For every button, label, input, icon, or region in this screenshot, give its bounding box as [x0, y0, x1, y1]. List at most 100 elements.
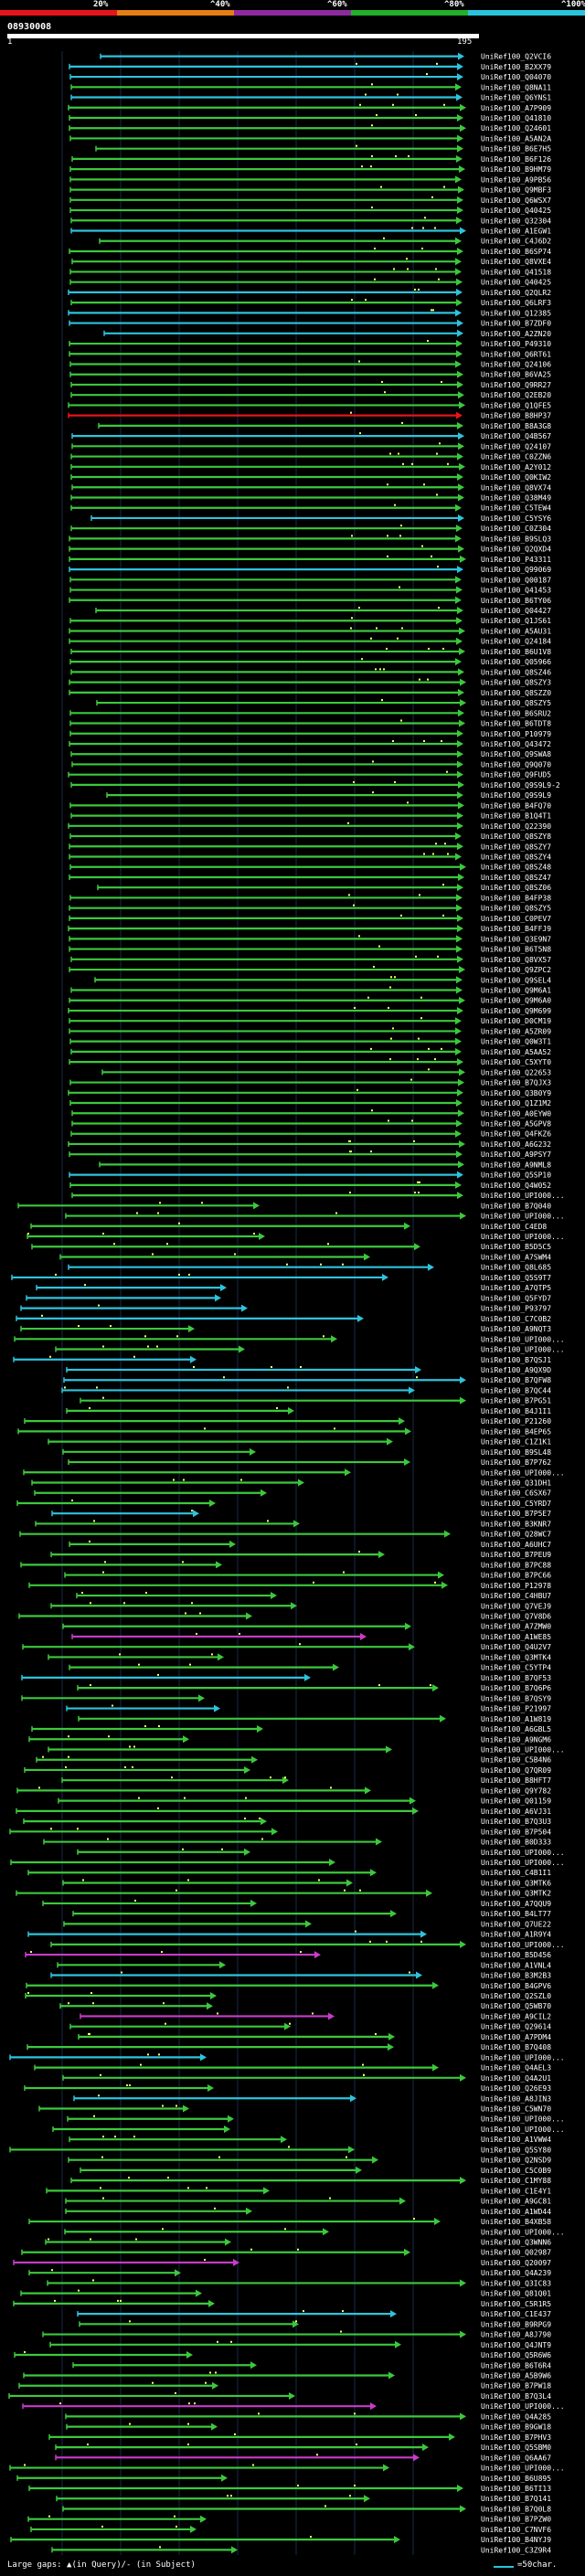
- hit-label[interactable]: UniRef100_Q04070: [481, 73, 551, 81]
- hit-label[interactable]: UniRef100_B7P762: [481, 1458, 551, 1467]
- hit-label[interactable]: UniRef100_A7QQU9: [481, 1900, 551, 1908]
- hit-label[interactable]: UniRef100_A6G232: [481, 1140, 551, 1149]
- hit-label[interactable]: UniRef100_Q4AEL3: [481, 2064, 551, 2072]
- hit-label[interactable]: UniRef100_Q6AA67: [481, 2454, 551, 2462]
- hit-label[interactable]: UniRef100_C5YTP4: [481, 1664, 551, 1672]
- hit-label[interactable]: UniRef100_UPI000...: [481, 1849, 565, 1857]
- hit-label[interactable]: UniRef100_B4FQ70: [481, 801, 551, 810]
- hit-label[interactable]: UniRef100_B7P5E7: [481, 1510, 551, 1518]
- hit-label[interactable]: UniRef100_UPI000...: [481, 2053, 565, 2062]
- hit-label[interactable]: UniRef100_Q5SP10: [481, 1171, 551, 1180]
- hit-label[interactable]: UniRef100_Q8VX57: [481, 956, 551, 964]
- hit-label[interactable]: UniRef100_Q4U2V7: [481, 1643, 551, 1651]
- hit-label[interactable]: UniRef100_C4J6D2: [481, 238, 551, 246]
- hit-label[interactable]: UniRef100_Q6WSX7: [481, 196, 551, 205]
- hit-label[interactable]: UniRef100_P93797: [481, 1305, 551, 1313]
- hit-label[interactable]: UniRef100_B7QSY9: [481, 1694, 551, 1702]
- hit-label[interactable]: UniRef100_Q12385: [481, 309, 551, 317]
- hit-label[interactable]: UniRef100_Q4A285: [481, 2412, 551, 2421]
- hit-label[interactable]: UniRef100_A6UHC7: [481, 1541, 551, 1549]
- hit-label[interactable]: UniRef100_Q4A2U1: [481, 2074, 551, 2083]
- hit-label[interactable]: UniRef100_B6T6R4: [481, 2361, 551, 2369]
- hit-label[interactable]: UniRef100_Q41810: [481, 114, 551, 122]
- hit-label[interactable]: UniRef100_B6F126: [481, 155, 551, 164]
- hit-label[interactable]: UniRef100_B6T5N8: [481, 946, 551, 954]
- hit-label[interactable]: UniRef100_Q9M6A1: [481, 987, 551, 995]
- hit-label[interactable]: UniRef100_Q6LRF3: [481, 299, 551, 307]
- hit-label[interactable]: UniRef100_UPI000...: [481, 2465, 565, 2473]
- hit-label[interactable]: UniRef100_B7QJX3: [481, 1079, 551, 1087]
- hit-label[interactable]: UniRef100_C5TEW4: [481, 504, 551, 513]
- hit-label[interactable]: UniRef100_Q9M6A0: [481, 997, 551, 1005]
- hit-label[interactable]: UniRef100_Q7QR09: [481, 1766, 551, 1775]
- hit-label[interactable]: UniRef100_C5C0B9: [481, 2167, 551, 2175]
- hit-label[interactable]: UniRef100_B2XX79: [481, 63, 551, 71]
- hit-label[interactable]: UniRef100_UPI000...: [481, 1941, 565, 1949]
- hit-label[interactable]: UniRef100_A7ZMW0: [481, 1623, 551, 1631]
- hit-label[interactable]: UniRef100_Q9M699: [481, 1007, 551, 1015]
- hit-label[interactable]: UniRef100_Q8SZ47: [481, 874, 551, 882]
- hit-label[interactable]: UniRef100_A1VWW4: [481, 2136, 551, 2144]
- hit-label[interactable]: UniRef100_A5AN2A: [481, 134, 551, 143]
- hit-label[interactable]: UniRef100_B4J1I1: [481, 1407, 551, 1415]
- hit-label[interactable]: UniRef100_A5GPV8: [481, 1119, 551, 1128]
- hit-label[interactable]: UniRef100_Q8SZY3: [481, 679, 551, 687]
- hit-label[interactable]: UniRef100_B7Q0L8: [481, 2505, 551, 2513]
- hit-label[interactable]: UniRef100_B6E7H5: [481, 145, 551, 154]
- hit-label[interactable]: UniRef100_Q8SZY4: [481, 853, 551, 862]
- hit-label[interactable]: UniRef100_Q8VX74: [481, 483, 551, 492]
- hit-label[interactable]: UniRef100_P21260: [481, 1417, 551, 1426]
- hit-label[interactable]: UniRef100_B7P504: [481, 1828, 551, 1836]
- hit-label[interactable]: UniRef100_C0ZZN6: [481, 453, 551, 461]
- hit-label[interactable]: UniRef100_Q9Q070: [481, 760, 551, 769]
- hit-label[interactable]: UniRef100_Q2QXD4: [481, 546, 551, 554]
- hit-label[interactable]: UniRef100_B6VA25: [481, 371, 551, 379]
- hit-label[interactable]: UniRef100_Q5SY80: [481, 2146, 551, 2154]
- hit-label[interactable]: UniRef100_B9HM79: [481, 165, 551, 174]
- hit-label[interactable]: UniRef100_B7Q408: [481, 2043, 551, 2051]
- hit-label[interactable]: UniRef100_B1Q4T1: [481, 812, 551, 821]
- hit-label[interactable]: UniRef100_Q9SWA8: [481, 750, 551, 758]
- hit-label[interactable]: UniRef100_Q4W052: [481, 1182, 551, 1190]
- hit-label[interactable]: UniRef100_C5R1R5: [481, 2300, 551, 2308]
- hit-label[interactable]: UniRef100_B6TI13: [481, 2485, 551, 2493]
- hit-label[interactable]: UniRef100_Q4JNT9: [481, 2341, 551, 2349]
- hit-label[interactable]: UniRef100_Q9MBF3: [481, 186, 551, 195]
- hit-label[interactable]: UniRef100_A9QX9D: [481, 1366, 551, 1374]
- hit-label[interactable]: UniRef100_P21997: [481, 1705, 551, 1713]
- hit-label[interactable]: UniRef100_Q28WC7: [481, 1531, 551, 1539]
- hit-label[interactable]: UniRef100_Q8SZY5: [481, 699, 551, 707]
- hit-label[interactable]: UniRef100_C0Z304: [481, 525, 551, 533]
- hit-label[interactable]: UniRef100_Q8SZY5: [481, 905, 551, 913]
- hit-label[interactable]: UniRef100_C4HBU7: [481, 1592, 551, 1600]
- hit-label[interactable]: UniRef100_A8JIN3: [481, 2094, 551, 2103]
- hit-label[interactable]: UniRef100_C5WN70: [481, 2105, 551, 2114]
- hit-label[interactable]: UniRef100_Q24106: [481, 361, 551, 369]
- hit-label[interactable]: UniRef100_A1WD44: [481, 2208, 551, 2216]
- hit-label[interactable]: UniRef100_Q02987: [481, 2249, 551, 2257]
- hit-label[interactable]: UniRef100_C4B1I1: [481, 1869, 551, 1877]
- hit-label[interactable]: UniRef100_Q20097: [481, 2259, 551, 2267]
- hit-label[interactable]: UniRef100_B7PG51: [481, 1397, 551, 1405]
- hit-label[interactable]: UniRef100_Q8SZ48: [481, 864, 551, 872]
- hit-label[interactable]: UniRef100_B4EP65: [481, 1427, 551, 1436]
- hit-label[interactable]: UniRef100_Q9SEL4: [481, 976, 551, 984]
- hit-label[interactable]: UniRef100_A5AU31: [481, 627, 551, 635]
- hit-label[interactable]: UniRef100_Q7VEJ9: [481, 1602, 551, 1610]
- hit-label[interactable]: UniRef100_Q2EB20: [481, 391, 551, 399]
- hit-label[interactable]: UniRef100_Q41518: [481, 268, 551, 276]
- hit-label[interactable]: UniRef100_C0PEV7: [481, 915, 551, 923]
- hit-label[interactable]: UniRef100_Q0W3T1: [481, 1038, 551, 1046]
- hit-label[interactable]: UniRef100_Q8VXE4: [481, 258, 551, 266]
- hit-label[interactable]: UniRef100_Q9FUD5: [481, 771, 551, 779]
- hit-label[interactable]: UniRef100_A2Y012: [481, 463, 551, 472]
- hit-label[interactable]: UniRef100_C4ED8: [481, 1223, 547, 1231]
- hit-label[interactable]: UniRef100_B6SP74: [481, 248, 551, 256]
- hit-label[interactable]: UniRef100_B7QC44: [481, 1386, 551, 1394]
- hit-label[interactable]: UniRef100_B8HP37: [481, 412, 551, 420]
- hit-label[interactable]: UniRef100_P10979: [481, 730, 551, 738]
- hit-label[interactable]: UniRef100_Q3E9N7: [481, 935, 551, 943]
- hit-label[interactable]: UniRef100_Q4FKZ6: [481, 1130, 551, 1139]
- hit-label[interactable]: UniRef100_A9NML8: [481, 1161, 551, 1169]
- hit-label[interactable]: UniRef100_Q43472: [481, 740, 551, 748]
